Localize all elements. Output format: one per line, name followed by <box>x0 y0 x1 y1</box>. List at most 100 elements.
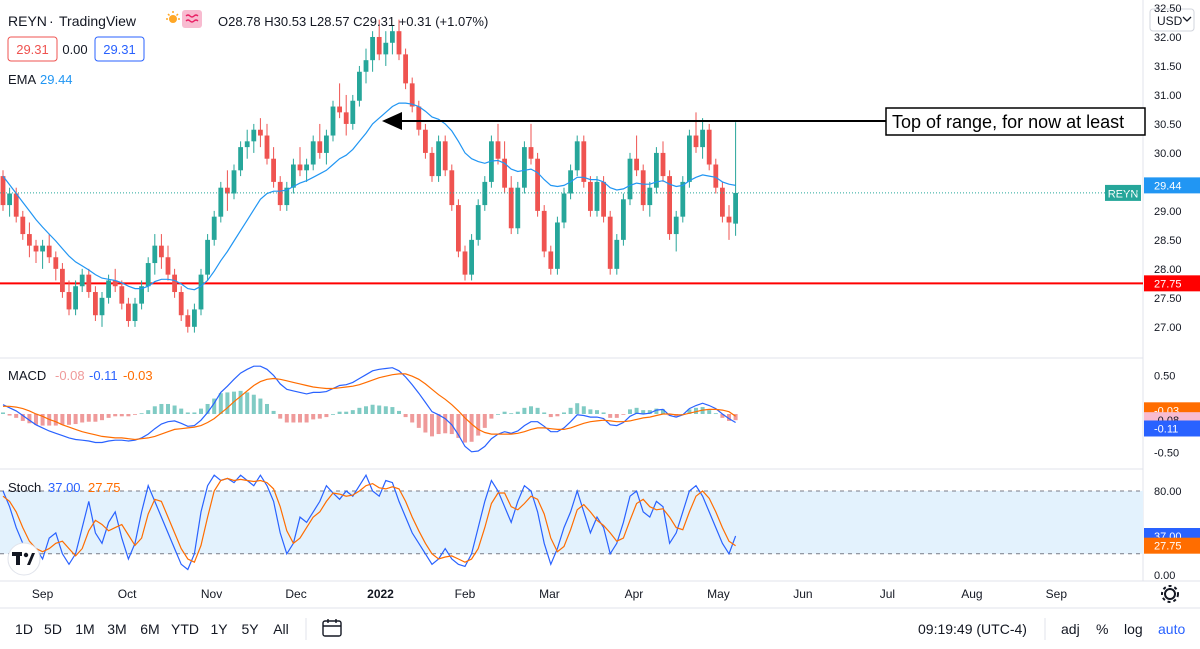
stoch-d-value: 27.75 <box>88 480 121 495</box>
candle-body <box>271 158 276 182</box>
candle-body <box>700 129 705 148</box>
stoch-label[interactable]: Stoch <box>8 480 41 495</box>
tradingview-logo[interactable] <box>7 542 41 576</box>
macd-histogram-bar <box>106 414 111 418</box>
range-button[interactable]: 5Y <box>241 621 259 637</box>
range-button[interactable]: 6M <box>140 621 159 637</box>
range-button[interactable]: 5D <box>44 621 62 637</box>
candle-body <box>66 292 72 310</box>
candle-body <box>277 181 283 206</box>
range-button[interactable]: All <box>273 621 289 637</box>
candle-body <box>442 141 448 171</box>
currency-label: USD <box>1157 14 1183 28</box>
candle-body <box>53 257 59 269</box>
adj-toggle[interactable]: adj <box>1061 621 1080 637</box>
candle-body <box>211 216 217 240</box>
ema-label[interactable]: EMA <box>8 72 37 87</box>
candle-body <box>363 60 369 72</box>
time-tick-label: Jul <box>880 587 895 601</box>
clock-readout[interactable]: 09:19:49 (UTC-4) <box>918 621 1027 637</box>
candle-body <box>0 176 6 206</box>
candle-body <box>687 135 692 182</box>
time-axis[interactable]: Sep Oct Nov Dec 2022 Feb Mar Apr May Jun Jul Aug Sep <box>32 587 1067 601</box>
macd-histogram-bar <box>430 414 434 437</box>
range-button[interactable]: 1Y <box>210 621 228 637</box>
macd-histogram-bar <box>562 412 566 414</box>
price-tick-label: 30.50 <box>1154 119 1182 131</box>
settings-gear-icon[interactable] <box>1161 585 1179 603</box>
macd-histogram-bar <box>357 407 362 414</box>
macd-label[interactable]: MACD <box>8 368 46 383</box>
macd-histogram-bar <box>265 403 269 414</box>
percent-toggle[interactable]: % <box>1096 621 1108 637</box>
candle-body <box>508 187 514 229</box>
candle-body <box>159 245 164 258</box>
range-button[interactable]: 1D <box>15 621 33 637</box>
candle-body <box>713 164 719 188</box>
macd-histogram-bar <box>614 414 619 418</box>
macd-histogram-bar <box>34 414 38 425</box>
candle-body <box>627 158 633 200</box>
macd-histogram-bar <box>456 414 461 438</box>
macd-histogram-bar <box>251 394 256 414</box>
candle-body <box>112 280 118 287</box>
time-tick-label: May <box>707 587 730 601</box>
time-tick-label: Feb <box>455 587 476 601</box>
time-tick-label: Oct <box>118 587 137 601</box>
stoch-tick-label: 0.00 <box>1154 570 1175 582</box>
candle-body <box>429 152 435 177</box>
candle-body <box>462 251 468 275</box>
price-axis[interactable]: 32.5032.0031.5031.0030.5030.0029.5029.00… <box>1144 3 1200 582</box>
macd-histogram-bar <box>291 414 296 423</box>
candle-body <box>436 141 441 177</box>
macd-pane <box>1 365 738 453</box>
candle-body <box>449 170 455 206</box>
macd-histogram-bar <box>212 398 217 414</box>
stoch-k-value: 37.00 <box>48 480 81 495</box>
bid-button[interactable] <box>7 36 58 62</box>
candle-body <box>119 286 125 304</box>
currency-selector[interactable] <box>1149 8 1195 32</box>
time-tick-label: Mar <box>539 587 560 601</box>
macd-histogram-bar <box>258 398 263 414</box>
log-toggle[interactable]: log <box>1124 621 1143 637</box>
support-axis-badge <box>1144 275 1200 292</box>
candle-body <box>693 135 699 148</box>
bid-value: 29.31 <box>16 42 49 57</box>
macd-histogram-bar <box>218 393 223 414</box>
candle-body <box>337 106 342 113</box>
time-tick-label: Apr <box>625 587 644 601</box>
macd-axis-badge-label: -0.11 <box>1154 423 1178 435</box>
symbol-name[interactable]: REYN <box>8 13 47 29</box>
candle-body <box>350 100 356 124</box>
range-button[interactable]: 3M <box>107 621 126 637</box>
macd-histogram-bar <box>238 390 243 414</box>
auto-toggle[interactable]: auto <box>1158 621 1185 637</box>
macd-histogram-bar <box>199 408 203 414</box>
ema-value: 29.44 <box>40 72 73 87</box>
candle-body <box>594 181 600 211</box>
stoch-pane <box>0 473 1143 571</box>
macd-histogram-bar <box>529 406 533 414</box>
sun-icon <box>166 11 180 23</box>
price-tick-label: 30.00 <box>1154 148 1182 160</box>
candle-body <box>607 216 613 269</box>
ask-button[interactable] <box>94 36 145 62</box>
candle-body <box>680 181 686 217</box>
candle-body <box>106 280 111 298</box>
macd-histogram-bar <box>331 414 335 415</box>
macd-histogram-value: -0.08 <box>55 368 85 383</box>
macd-histogram-bar <box>1 412 5 414</box>
range-button[interactable]: 1M <box>75 621 94 637</box>
candle-body <box>324 135 329 153</box>
range-button[interactable]: YTD <box>171 621 199 637</box>
macd-histogram-bar <box>522 407 527 414</box>
candle-body <box>555 222 560 269</box>
candle-body <box>614 239 620 269</box>
macd-histogram-bar <box>192 412 197 414</box>
date-range-icon[interactable] <box>322 619 342 637</box>
macd-histogram-bar <box>370 404 375 414</box>
macd-histogram-bar <box>383 406 388 414</box>
macd-histogram-bar <box>377 405 382 414</box>
